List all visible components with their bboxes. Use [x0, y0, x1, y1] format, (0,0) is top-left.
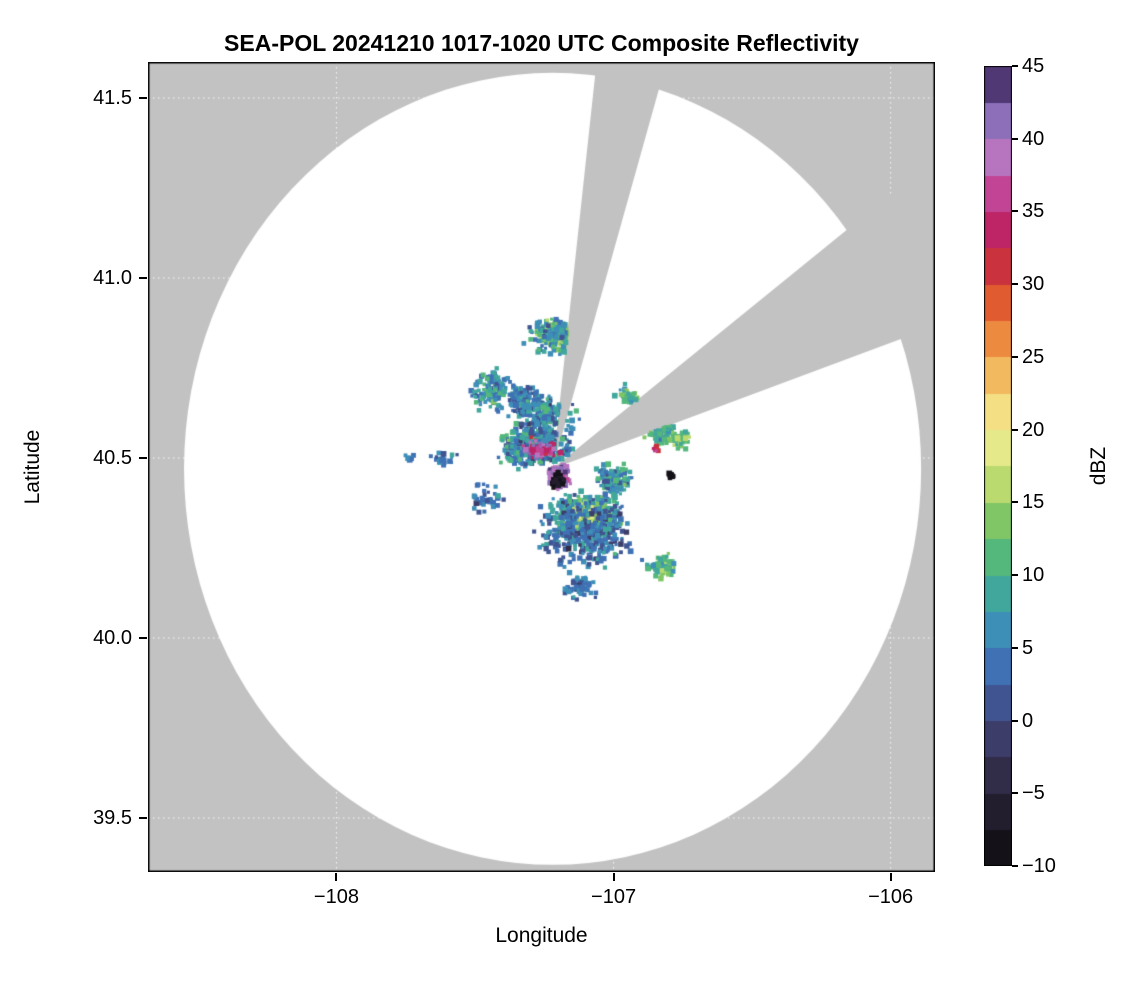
x-tick-label: −107 — [591, 886, 637, 908]
colorbar-tick-mark — [1012, 210, 1018, 213]
colorbar — [984, 66, 1012, 866]
colorbar-tick-mark — [1012, 283, 1018, 286]
y-axis-label: Latitude — [21, 429, 44, 505]
colorbar-tick-label: 35 — [1022, 200, 1045, 223]
colorbar-tick-mark — [1012, 646, 1018, 649]
colorbar-tick-mark — [1012, 428, 1018, 431]
colorbar-tick-label: 15 — [1022, 491, 1045, 514]
y-tick-label: 39.5 — [93, 807, 132, 829]
colorbar-tick-mark — [1012, 792, 1018, 795]
colorbar-tick-label: −5 — [1022, 782, 1045, 805]
radar-canvas — [148, 62, 935, 872]
colorbar-tick-label: 5 — [1022, 636, 1034, 659]
y-tick-label: 41.5 — [93, 87, 132, 109]
y-tick-mark — [139, 817, 147, 819]
y-tick-mark — [139, 97, 147, 99]
x-tick-label: −106 — [868, 886, 914, 908]
chart-title: SEA-POL 20241210 1017-1020 UTC Composite… — [224, 30, 859, 56]
colorbar-tick-mark — [1012, 574, 1018, 577]
colorbar-tick-label: 45 — [1022, 55, 1045, 77]
y-tick-label: 40.0 — [93, 627, 132, 649]
colorbar-tick-mark — [1012, 719, 1018, 722]
colorbar-tick-mark — [1012, 137, 1018, 140]
x-tick-mark — [889, 873, 892, 881]
x-axis-label: Longitude — [495, 924, 588, 947]
y-tick-label: 40.5 — [93, 447, 132, 469]
colorbar-canvas — [984, 66, 1012, 866]
colorbar-tick-label: 10 — [1022, 564, 1045, 587]
colorbar-label: dBZ — [1087, 446, 1110, 486]
colorbar-tick-label: 30 — [1022, 273, 1045, 296]
colorbar-tick-label: 0 — [1022, 709, 1034, 732]
colorbar-tick-mark — [1012, 865, 1018, 867]
y-tick-mark — [139, 637, 147, 639]
colorbar-tick-label: 25 — [1022, 345, 1045, 368]
colorbar-tick-label: 40 — [1022, 127, 1045, 150]
x-tick-mark — [335, 873, 338, 881]
colorbar-tick-mark — [1012, 355, 1018, 358]
colorbar-tick-label: 20 — [1022, 418, 1045, 441]
x-tick-mark — [612, 873, 615, 881]
y-tick-label: 41.0 — [93, 267, 132, 289]
y-tick-mark — [139, 277, 147, 279]
colorbar-tick-mark — [1012, 501, 1018, 504]
x-tick-label: −108 — [313, 886, 359, 908]
colorbar-tick-label: −10 — [1022, 855, 1056, 877]
colorbar-tick-mark — [1012, 65, 1018, 67]
y-tick-mark — [139, 457, 147, 459]
plot-area — [148, 62, 935, 872]
